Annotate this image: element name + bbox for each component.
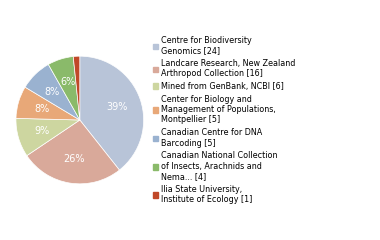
- Wedge shape: [80, 56, 144, 170]
- Text: 9%: 9%: [34, 126, 49, 136]
- Text: 6%: 6%: [60, 77, 75, 87]
- Text: 26%: 26%: [63, 154, 84, 164]
- Legend: Centre for Biodiversity
Genomics [24], Landcare Research, New Zealand
Arthropod : Centre for Biodiversity Genomics [24], L…: [153, 36, 296, 204]
- Text: 8%: 8%: [34, 104, 49, 114]
- Wedge shape: [73, 56, 80, 120]
- Wedge shape: [48, 56, 80, 120]
- Wedge shape: [25, 65, 80, 120]
- Wedge shape: [16, 87, 80, 120]
- Wedge shape: [27, 120, 119, 184]
- Text: 39%: 39%: [106, 102, 128, 112]
- Text: 8%: 8%: [44, 87, 60, 97]
- Wedge shape: [16, 118, 80, 156]
